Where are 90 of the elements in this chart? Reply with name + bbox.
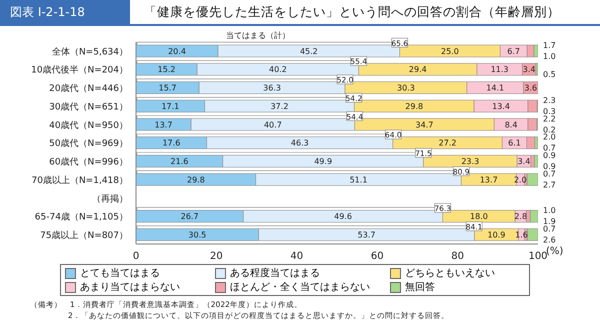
data-label: 29.8 xyxy=(405,102,424,111)
data-label: 25.0 xyxy=(441,46,459,56)
data-label: 40.2 xyxy=(269,65,287,74)
data-label: 36.3 xyxy=(263,84,281,93)
data-label: 49.9 xyxy=(314,156,332,166)
data-label: 0.5 xyxy=(543,70,556,80)
data-label: 15.2 xyxy=(158,65,176,74)
data-label: 15.7 xyxy=(158,84,176,93)
data-label: 14.1 xyxy=(486,84,504,93)
data-label: 2.6 xyxy=(543,235,556,244)
legend-label: あまり当てはまらない xyxy=(80,280,180,294)
data-label: 0.2 xyxy=(543,125,556,134)
data-label: 20.4 xyxy=(168,46,186,56)
data-label: 2.8 xyxy=(514,212,528,222)
data-label: 3.6 xyxy=(524,84,538,93)
x-tick-label: 40 xyxy=(290,251,304,262)
data-label: 2.7 xyxy=(543,180,556,190)
data-label: 0.9 xyxy=(543,150,556,160)
data-label: 53.7 xyxy=(358,230,376,240)
x-tick-label: 80 xyxy=(451,251,464,262)
data-label: 2.3 xyxy=(543,96,556,105)
data-label: 17.6 xyxy=(162,138,180,148)
x-tick-label: 20 xyxy=(210,251,223,262)
data-label: 29.4 xyxy=(408,65,427,74)
bar xyxy=(527,228,538,241)
data-label: 0.7 xyxy=(543,144,556,153)
data-label: 3.4 xyxy=(522,65,536,74)
data-label: 17.1 xyxy=(161,102,180,111)
data-label: 37.2 xyxy=(270,102,288,111)
data-label: 2.0 xyxy=(514,175,527,184)
data-label: 34.7 xyxy=(416,120,434,130)
data-label: 13.7 xyxy=(480,175,498,184)
data-label: 46.3 xyxy=(290,138,309,148)
data-label: 2.2 xyxy=(543,114,556,124)
data-label: 23.3 xyxy=(461,156,480,166)
data-label: 29.8 xyxy=(186,175,205,184)
data-label: 45.2 xyxy=(300,46,318,56)
legend-label: 無回答 xyxy=(405,281,435,294)
chart-subtitle: 図表 I-2-1-18 xyxy=(0,0,130,24)
data-label: 1.6 xyxy=(515,230,528,240)
data-label: 8.4 xyxy=(504,120,518,130)
y-tick-label: 全体（N=5,634） xyxy=(52,46,128,58)
data-label: 30.5 xyxy=(188,230,206,240)
data-label: 13.7 xyxy=(154,120,172,130)
x-tick-label: 60 xyxy=(370,251,384,262)
legend-label: どちらともいえない xyxy=(405,267,495,280)
x-tick-label: 0 xyxy=(132,251,140,262)
data-label: 1.0 xyxy=(543,206,556,216)
data-label: 1.0 xyxy=(543,52,556,61)
bar xyxy=(526,173,538,186)
y-tick-label: （再掲） xyxy=(92,193,128,204)
data-label: 0.7 xyxy=(543,169,556,178)
y-tick-label: 75歳以上（N=807） xyxy=(40,230,128,242)
y-tick-label: 40歳代（N=950） xyxy=(49,120,128,131)
data-label: 1.9 xyxy=(543,217,556,226)
y-tick-label: 50歳代（N=969） xyxy=(49,138,128,150)
data-label: 1.7 xyxy=(543,40,556,50)
data-label: 0.9 xyxy=(543,162,556,171)
data-label: 49.6 xyxy=(334,212,352,222)
bar xyxy=(530,210,538,223)
data-label: 0.7 xyxy=(543,224,556,234)
data-label: 2.0 xyxy=(543,132,556,142)
data-label: 51.1 xyxy=(350,175,368,184)
x-tick-label: 100 xyxy=(528,251,548,262)
legend-label: ほとんど・全く当てはまらない xyxy=(230,280,370,294)
data-label: 0.3 xyxy=(543,106,556,116)
y-tick-label: 30歳代（N=651） xyxy=(49,101,128,112)
x-axis-title: (%) xyxy=(546,246,564,257)
data-label: 30.3 xyxy=(397,84,415,93)
data-label: 40.7 xyxy=(264,120,282,130)
data-label: 13.4 xyxy=(492,102,510,111)
legend-label: とても当てはまる xyxy=(80,266,160,280)
data-label: 11.3 xyxy=(490,65,509,74)
data-label: 27.2 xyxy=(438,138,456,148)
data-label: 26.7 xyxy=(180,212,199,222)
data-label: 10.9 xyxy=(487,230,506,240)
data-label: 18.0 xyxy=(470,212,488,222)
chart-title: 「健康を優先した生活をしたい」という問への回答の割合（年齢層別） xyxy=(143,4,560,20)
data-label: 21.6 xyxy=(170,156,188,166)
y-tick-label: 65-74歳（N=1,105） xyxy=(34,212,128,223)
data-label: 6.1 xyxy=(508,138,521,148)
text: 当てはまる（計） xyxy=(226,30,290,41)
data-label: 3.4 xyxy=(518,156,530,166)
y-tick-label: 10歳代後半（N=204） xyxy=(31,64,128,76)
y-tick-label: 20歳代（N=446） xyxy=(49,83,128,94)
bar xyxy=(534,154,538,168)
y-tick-label: 70歳以上（N=1,418） xyxy=(32,174,128,186)
data-label: 6.7 xyxy=(507,46,520,56)
y-tick-label: 60歳代（N=996） xyxy=(49,156,128,168)
legend-label: ある程度当てはまる xyxy=(230,266,320,280)
